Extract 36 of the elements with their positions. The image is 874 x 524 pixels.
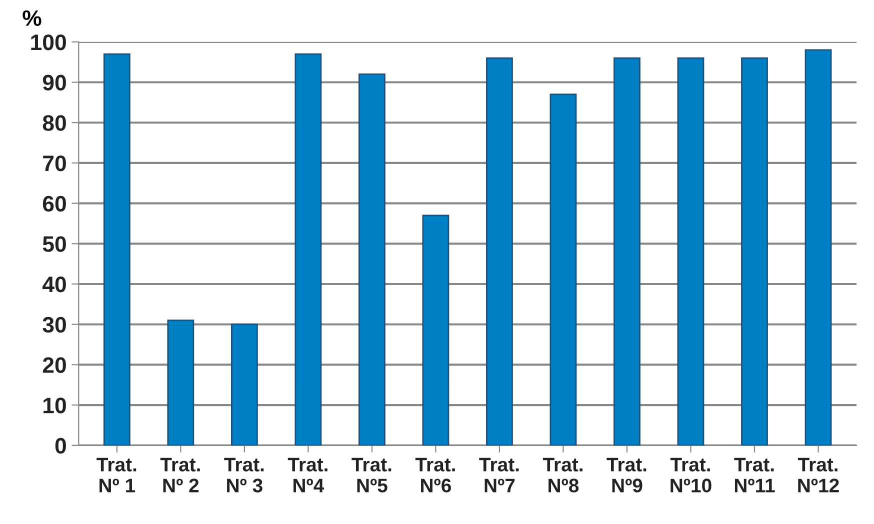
x-tick-label: Trat. Nº10: [670, 458, 712, 492]
x-tick-label: Trat. Nº 1: [96, 458, 136, 492]
y-tick-label: 0: [55, 438, 66, 454]
bar: [422, 214, 450, 446]
bar: [486, 57, 513, 446]
bar: [294, 53, 322, 446]
bar: [167, 320, 194, 446]
x-tick-label: Trat. Nº5: [352, 458, 392, 492]
y-tick-label: 100: [31, 34, 66, 50]
y-tick-label: 30: [42, 316, 66, 333]
y-tick-label: 50: [42, 236, 66, 252]
bar: [677, 57, 704, 446]
y-tick-label: 90: [42, 74, 66, 91]
y-tick-label: 40: [42, 276, 66, 292]
bar: [550, 94, 577, 446]
y-tick-label: 10: [44, 398, 66, 414]
bar: [804, 49, 832, 446]
bar: [103, 53, 130, 446]
x-tick-label: Trat. Nº9: [606, 458, 646, 492]
x-tick-label: Trat. Nº4: [288, 458, 328, 492]
x-tick-label: Trat. Nº 3: [224, 458, 264, 492]
y-tick-label: 70: [43, 156, 66, 172]
x-tick-label: Trat. Nº 2: [160, 458, 200, 492]
x-tick-label: Trat. Nº12: [798, 458, 839, 492]
y-tick-label: 80: [42, 115, 66, 131]
y-tick-label: 60: [42, 196, 66, 212]
bar: [358, 74, 386, 446]
x-tick-label: Trat. Nº8: [542, 458, 582, 492]
bar: [614, 57, 640, 446]
x-tick-label: Trat. Nº11: [734, 458, 775, 492]
y-axis-title: %: [22, 10, 42, 26]
bar: [741, 57, 768, 446]
bar: [230, 324, 258, 446]
x-tick-label: Trat. Nº7: [479, 458, 519, 492]
x-tick-label: Trat. Nº6: [415, 458, 455, 492]
y-tick-label: 20: [42, 357, 66, 373]
